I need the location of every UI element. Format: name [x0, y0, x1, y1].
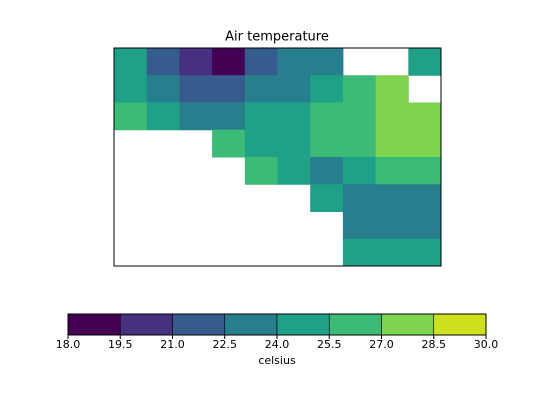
- colorbar-swatch: [433, 313, 487, 336]
- contour-cell: [244, 48, 278, 76]
- contour-cell: [310, 157, 344, 185]
- contour-cell: [310, 75, 344, 103]
- contour-cell: [212, 129, 246, 158]
- contour-cell: [408, 48, 442, 76]
- contour-cell: [310, 48, 344, 76]
- colorbar-tick-label: 30.0: [474, 338, 499, 351]
- colorbar-frame: [67, 313, 487, 336]
- contour-cell: [408, 184, 442, 212]
- plot-area: [114, 48, 442, 267]
- contour-cell: [114, 48, 148, 76]
- contour-cell: [408, 102, 442, 131]
- colorbar-tick-label: 28.5: [422, 338, 447, 351]
- contour-cell: [310, 184, 344, 212]
- contour-cell: [277, 48, 311, 76]
- colorbar-swatch: [224, 313, 278, 336]
- colorbar-tick-label: 21.0: [160, 338, 185, 351]
- contour-cell: [277, 102, 311, 131]
- colorbar-tick-label: 18.0: [56, 338, 81, 351]
- colorbar-swatch: [67, 313, 121, 336]
- colorbar-tick-label: 19.5: [108, 338, 133, 351]
- contour-cell: [244, 129, 278, 158]
- colorbar-label: celsius: [258, 354, 296, 367]
- colorbar-tick-label: 27.0: [369, 338, 394, 351]
- contour-cell: [146, 48, 180, 76]
- plot-frame: [113, 47, 442, 267]
- contour-cell: [244, 75, 278, 103]
- contour-cell: [375, 75, 409, 103]
- contour-cell: [179, 102, 213, 131]
- contour-cell: [375, 129, 409, 158]
- colorbar-swatch: [328, 313, 382, 336]
- contour-cell: [310, 129, 344, 158]
- colorbar-tick-label: 24.0: [265, 338, 290, 351]
- contour-cell: [342, 157, 377, 185]
- contour-cell: [342, 238, 377, 267]
- contour-cell: [342, 184, 377, 212]
- contour-cell: [114, 75, 148, 103]
- contour-cell: [146, 75, 180, 103]
- contour-cell: [375, 157, 409, 185]
- contour-cell: [342, 75, 377, 103]
- contour-cell: [146, 102, 180, 131]
- contour-cell: [408, 129, 442, 158]
- contour-cell: [408, 157, 442, 185]
- colorbar-swatch: [276, 313, 330, 336]
- chart-title: Air temperature: [225, 30, 329, 45]
- contour-cell: [212, 75, 246, 103]
- contour-cell: [212, 48, 246, 76]
- contour-cell: [375, 102, 409, 131]
- colorbar-swatch: [381, 313, 435, 336]
- contour-cell: [408, 211, 442, 240]
- contour-cell: [375, 238, 409, 267]
- contour-cell: [342, 129, 377, 158]
- colorbar-tick-label: 22.5: [213, 338, 238, 351]
- contour-cell: [277, 157, 311, 185]
- colorbar-swatch: [119, 313, 173, 336]
- contour-cell: [277, 129, 311, 158]
- contour-cell: [244, 102, 278, 131]
- contour-cell: [277, 75, 311, 103]
- contour-cell: [244, 157, 278, 185]
- contour-cell: [375, 184, 409, 212]
- contour-cell: [114, 102, 148, 131]
- contour-cell: [179, 75, 213, 103]
- contour-cell: [179, 48, 213, 76]
- colorbar-tick-label: 25.5: [317, 338, 342, 351]
- contour-cell: [342, 102, 377, 131]
- colorbar: 18.0 19.5 21.0 22.5 24.0 25.5 27.0 28.5 30.0: [56, 313, 499, 351]
- contour-cell: [310, 102, 344, 131]
- contour-cell: [408, 238, 442, 267]
- contour-cell: [342, 211, 377, 240]
- colorbar-swatch: [172, 313, 226, 336]
- contour-cell: [212, 102, 246, 131]
- contour-cell: [375, 211, 409, 240]
